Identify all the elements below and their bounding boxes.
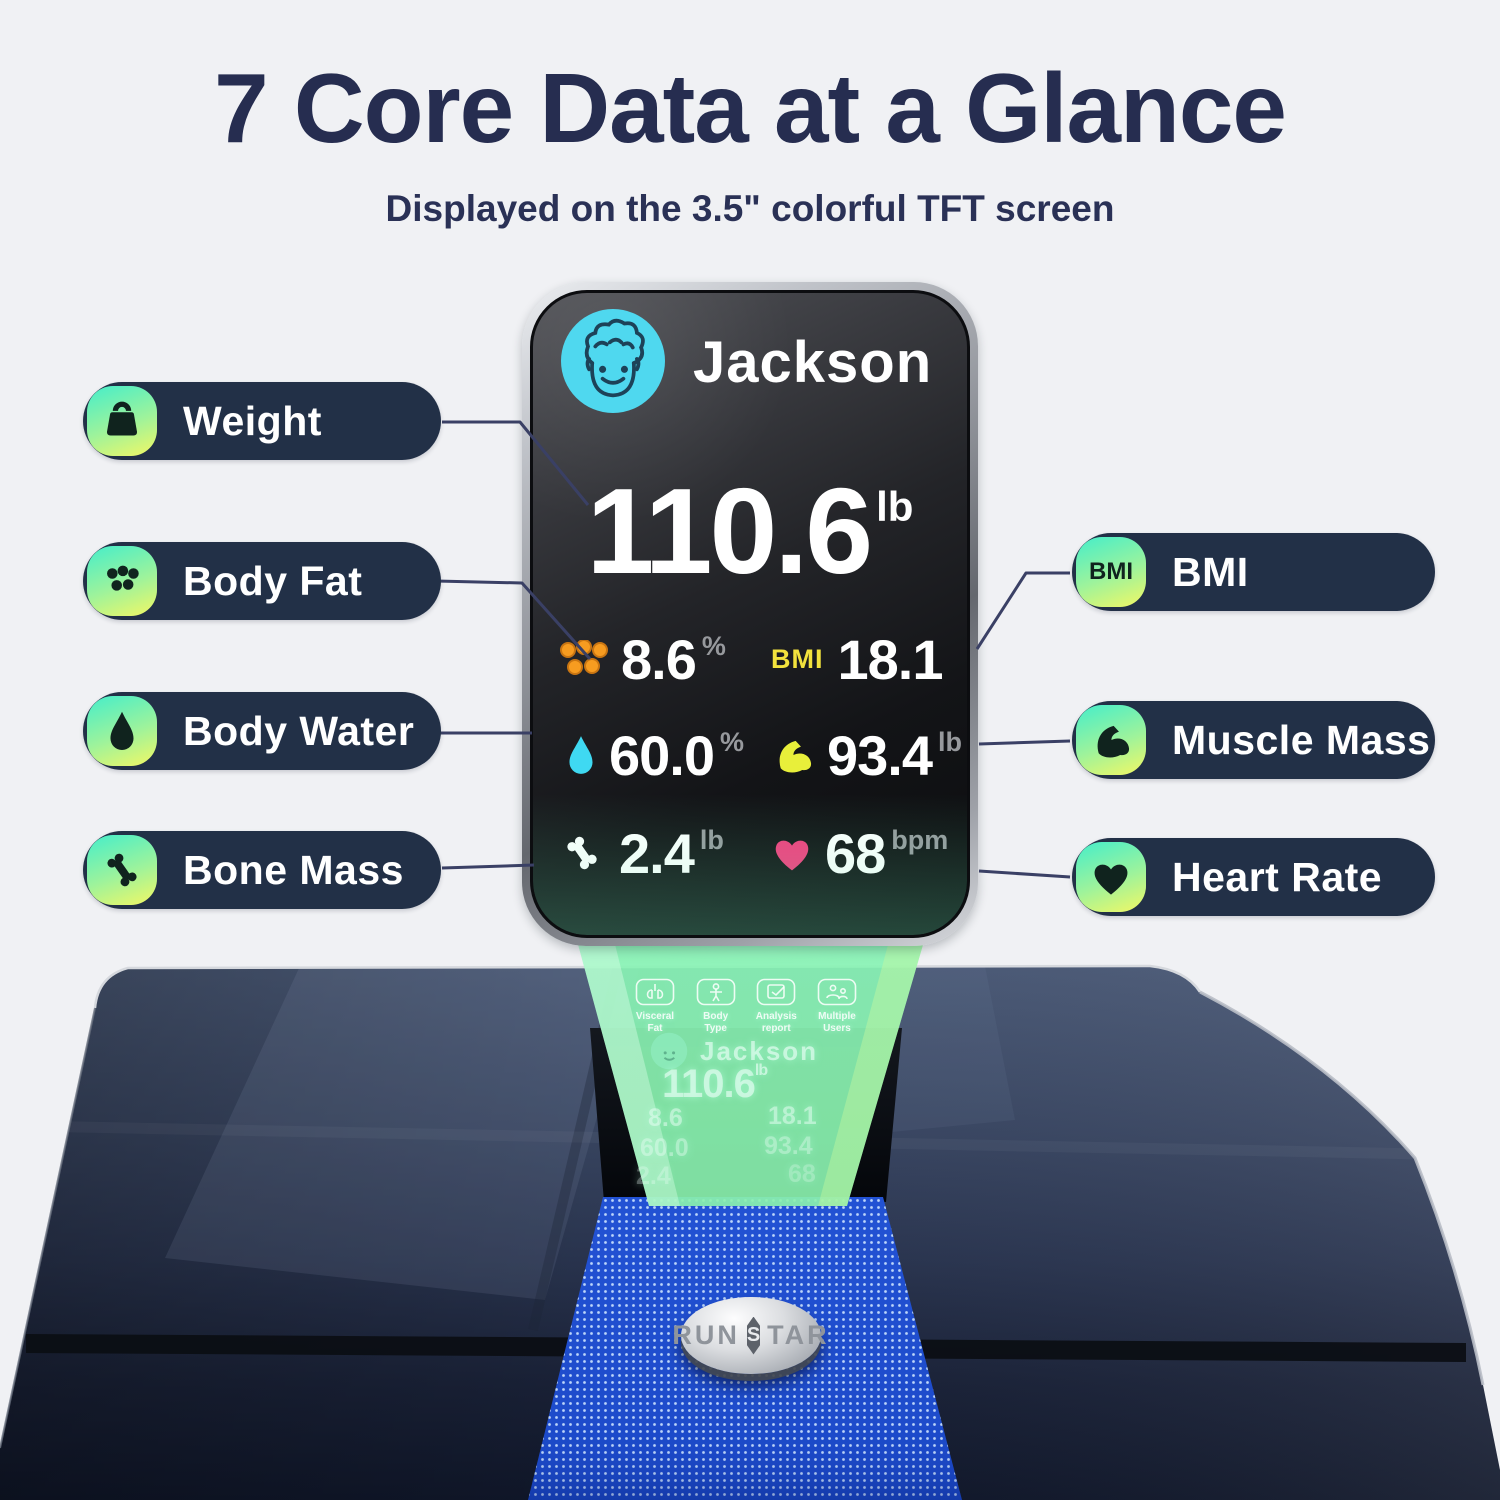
callout-body-fat: Body Fat bbox=[83, 542, 441, 620]
callout-muscle-mass: Muscle Mass bbox=[1072, 701, 1435, 779]
callout-body-water: Body Water bbox=[83, 692, 441, 770]
callout-label: BMI bbox=[1172, 548, 1249, 595]
brand-run-text: RUN bbox=[672, 1320, 740, 1350]
hologram-user-name: Jackson bbox=[700, 1036, 819, 1066]
stat-heart-rate: 68 bpm bbox=[771, 822, 948, 885]
bone-icon bbox=[557, 832, 607, 874]
weight-value: 110.6 bbox=[586, 463, 874, 599]
weight-icon bbox=[87, 386, 157, 456]
callout-label: Body Water bbox=[183, 707, 415, 754]
hologram-heart-rate: 68 bbox=[788, 1160, 816, 1188]
analysis-report-icon bbox=[757, 978, 796, 1006]
callout-label: Muscle Mass bbox=[1172, 716, 1431, 763]
brand-tar-text: TAR bbox=[767, 1320, 830, 1350]
weight-unit: lb bbox=[876, 483, 914, 530]
avatar bbox=[561, 309, 665, 413]
callout-bone-mass: Bone Mass bbox=[83, 831, 441, 909]
hologram-muscle-mass: 93.4 bbox=[764, 1132, 813, 1160]
weight-readout: 110.6 lb bbox=[533, 461, 967, 601]
tft-screen: Jackson 110.6 lb 8.6 % BMI 18.1 bbox=[530, 290, 970, 938]
tft-display-device: Jackson 110.6 lb 8.6 % BMI 18.1 bbox=[522, 282, 978, 946]
body-type-icon bbox=[696, 978, 735, 1006]
callout-label: Heart Rate bbox=[1172, 853, 1383, 900]
bmi-label: BMI bbox=[771, 643, 824, 674]
feature-body-type: Body Type bbox=[689, 978, 743, 1034]
hologram-feature-icons: Visceral Fat Body Type Analysis report bbox=[628, 978, 864, 1034]
stat-body-fat: 8.6 % bbox=[559, 628, 726, 691]
callout-weight: Weight bbox=[83, 382, 441, 460]
scale-power-button: RUN S TAR bbox=[672, 1297, 827, 1374]
muscle-arm-icon bbox=[771, 733, 815, 777]
water-drop-icon bbox=[565, 733, 597, 777]
hologram-body-fat: 8.6 bbox=[648, 1104, 683, 1132]
page-subtitle: Displayed on the 3.5" colorful TFT scree… bbox=[385, 188, 1115, 229]
callout-label: Bone Mass bbox=[183, 846, 404, 893]
callout-label: Body Fat bbox=[183, 557, 363, 604]
muscle-arm-icon bbox=[1076, 705, 1146, 775]
heart-icon bbox=[1076, 842, 1146, 912]
feature-multiple-users: Multiple Users bbox=[810, 978, 864, 1034]
page-title: 7 Core Data at a Glance bbox=[214, 53, 1287, 163]
heart-icon bbox=[771, 834, 813, 872]
stat-muscle-mass: 93.4 lb bbox=[771, 724, 962, 787]
hologram-bmi: 18.1 bbox=[768, 1102, 817, 1130]
hologram-body-water: 60.0 bbox=[640, 1134, 689, 1162]
stat-bmi: BMI 18.1 bbox=[771, 627, 944, 691]
callout-heart-rate: Heart Rate bbox=[1072, 838, 1435, 916]
bone-icon bbox=[87, 835, 157, 905]
hologram-avatar bbox=[650, 1032, 688, 1070]
stat-body-water: 60.0 % bbox=[565, 724, 744, 787]
stat-bone-mass: 2.4 lb bbox=[557, 822, 724, 885]
callout-bmi: BMI BMI bbox=[1072, 533, 1435, 611]
water-drop-icon bbox=[87, 696, 157, 766]
user-name: Jackson bbox=[693, 330, 933, 395]
hologram-bone-mass: 2.4 bbox=[636, 1162, 671, 1190]
feature-analysis-report: Analysis report bbox=[749, 978, 803, 1034]
brand-hexagon-logo: S bbox=[746, 1316, 761, 1355]
bmi-icon: BMI bbox=[1076, 537, 1146, 607]
body-fat-icon bbox=[559, 640, 609, 678]
hologram-weight: 110.6lb bbox=[662, 1062, 768, 1106]
feature-visceral-fat: Visceral Fat bbox=[628, 978, 682, 1034]
body-fat-icon bbox=[87, 546, 157, 616]
lungs-icon bbox=[635, 978, 675, 1006]
callout-label: Weight bbox=[183, 397, 322, 444]
multiple-users-icon bbox=[817, 978, 857, 1006]
